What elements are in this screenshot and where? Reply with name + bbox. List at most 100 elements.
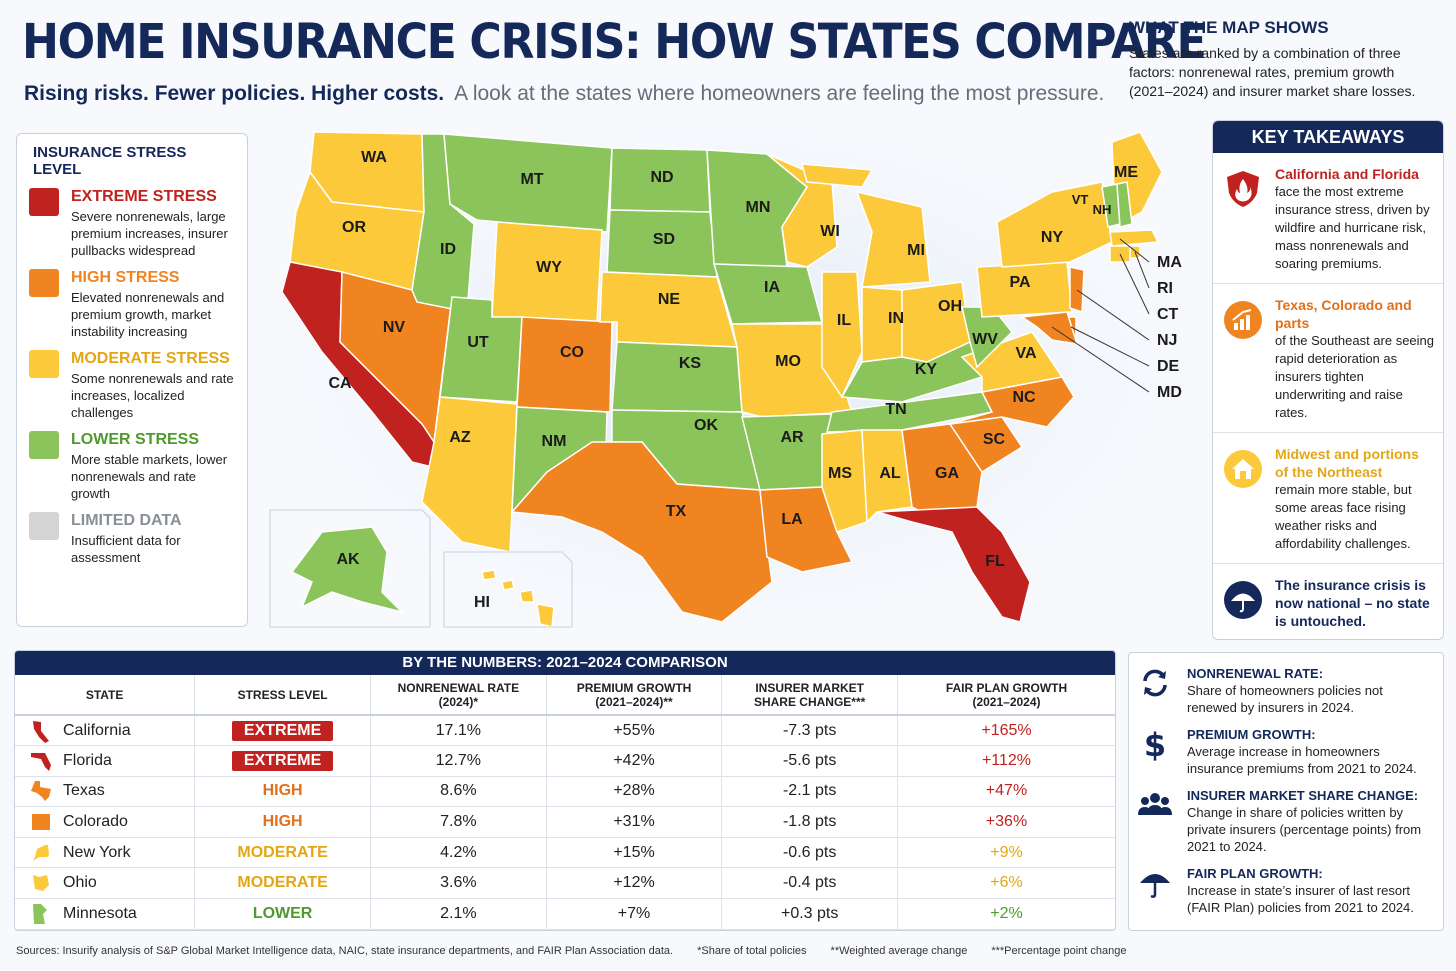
state-hi bbox=[481, 569, 555, 628]
legend-swatch bbox=[29, 188, 59, 216]
legend-desc: Elevated nonrenewals and premium growth,… bbox=[71, 290, 225, 339]
definition-text: Change in share of policies written by p… bbox=[1187, 805, 1422, 854]
house-icon bbox=[1223, 449, 1263, 489]
stress-badge: LOWER bbox=[252, 904, 313, 922]
legend-desc: Insufficient data for assessment bbox=[71, 533, 181, 565]
state-label-mo: MO bbox=[775, 353, 801, 370]
stress-badge: HIGH bbox=[262, 813, 303, 831]
callout-line-ct bbox=[1119, 253, 1150, 315]
nonrenewal-cell: 17.1% bbox=[370, 715, 547, 747]
takeaway-item: California and Florida face the most extr… bbox=[1213, 153, 1443, 284]
legend-swatch bbox=[29, 269, 59, 297]
flame-shield-icon bbox=[1223, 169, 1263, 209]
legend-item-extreme: EXTREME STRESS Severe nonrenewals, large … bbox=[29, 188, 235, 259]
state-label-ks: KS bbox=[679, 355, 702, 372]
callout-line-ri bbox=[1134, 251, 1150, 289]
share-cell: -1.8 pts bbox=[721, 806, 898, 838]
table-row: California EXTREME 17.1% +55% -7.3 pts +165% bbox=[15, 715, 1115, 747]
state-label-or: OR bbox=[342, 219, 366, 236]
fair-plan-cell: +165% bbox=[897, 715, 1115, 747]
sources-footnote: Sources: Insurify analysis of S&P Global… bbox=[16, 945, 1127, 957]
takeaway-item: The insurance crisis is now national – n… bbox=[1213, 564, 1443, 639]
state-label-va: VA bbox=[1015, 345, 1036, 362]
footnote-2: **Weighted average change bbox=[830, 945, 968, 957]
state-label-ms: MS bbox=[828, 465, 852, 482]
state-name: Florida bbox=[63, 752, 112, 770]
state-name: California bbox=[63, 721, 131, 739]
table-row: Minnesota LOWER 2.1% +7% +0.3 pts +2% bbox=[15, 898, 1115, 930]
subtitle-bold: Rising risks. Fewer policies. Higher cos… bbox=[24, 82, 445, 105]
what-map-shows-text: States are ranked by a combination of th… bbox=[1129, 45, 1416, 99]
definition-title: FAIR PLAN GROWTH: bbox=[1187, 866, 1323, 881]
key-takeaways: KEY TAKEAWAYS California and Florida face… bbox=[1212, 120, 1444, 640]
takeaway-title: Midwest and portions of the Northeast bbox=[1275, 446, 1419, 480]
callout-label-md: MD bbox=[1157, 384, 1182, 401]
legend-item-high: HIGH STRESS Elevated nonrenewals and prem… bbox=[29, 269, 235, 340]
state-label-mi: MI bbox=[907, 242, 925, 259]
state-label-hi: HI bbox=[474, 594, 490, 611]
state-tn bbox=[826, 391, 994, 433]
state-ma bbox=[1109, 229, 1160, 247]
table-row: Texas HIGH 8.6% +28% -2.1 pts +47% bbox=[15, 776, 1115, 808]
state-ks bbox=[611, 341, 743, 413]
state-al bbox=[861, 429, 913, 524]
nonrenewal-cell: 8.6% bbox=[370, 776, 547, 808]
state-label-wa: WA bbox=[361, 149, 387, 166]
state-label-al: AL bbox=[879, 465, 901, 482]
state-nh bbox=[1116, 181, 1133, 228]
fair-plan-cell: +36% bbox=[897, 806, 1115, 838]
state-tx bbox=[510, 441, 773, 623]
fair-plan-cell: +2% bbox=[897, 898, 1115, 930]
stress-legend: INSURANCE STRESS LEVEL EXTREME STRESS Sev… bbox=[16, 133, 248, 627]
state-shape-icon bbox=[32, 814, 50, 831]
takeaway-title: California and Florida bbox=[1275, 166, 1419, 182]
legend-title: EXTREME STRESS bbox=[71, 188, 217, 205]
state-label-ut: UT bbox=[467, 334, 489, 351]
legend-item-lower: LOWER STRESS More stable markets, lower n… bbox=[29, 431, 235, 502]
state-label-nv: NV bbox=[383, 319, 406, 336]
definition-text: Share of homeowners policies not renewed… bbox=[1187, 683, 1383, 715]
nonrenewal-cell: 4.2% bbox=[370, 837, 547, 869]
stress-badge: EXTREME bbox=[231, 720, 334, 741]
state-shape-icon bbox=[33, 903, 47, 924]
state-name: Minnesota bbox=[63, 905, 137, 923]
key-takeaways-heading: KEY TAKEAWAYS bbox=[1213, 121, 1443, 153]
state-ne bbox=[599, 271, 739, 348]
column-header: STRESS LEVEL bbox=[194, 675, 371, 716]
takeaway-text: face the most extreme insurance stress, … bbox=[1275, 184, 1430, 271]
rising-chart-icon bbox=[1223, 300, 1263, 340]
share-cell: -7.3 pts bbox=[721, 715, 898, 747]
stress-badge: EXTREME bbox=[231, 750, 334, 771]
takeaway-text: remain more stable, but some areas face … bbox=[1275, 482, 1412, 551]
state-ms bbox=[821, 429, 868, 533]
stress-badge: MODERATE bbox=[237, 874, 328, 892]
footnote-3: ***Percentage point change bbox=[991, 945, 1127, 957]
legend-desc: Severe nonrenewals, large premium increa… bbox=[71, 209, 228, 258]
callout-line-md bbox=[1051, 326, 1150, 393]
state-label-ok: OK bbox=[694, 417, 718, 434]
takeaway-text: of the Southeast are seeing rapid deteri… bbox=[1275, 333, 1435, 420]
hawaii-inset-frame bbox=[443, 551, 573, 628]
legend-title: HIGH STRESS bbox=[71, 269, 180, 286]
share-cell: -0.6 pts bbox=[721, 837, 898, 869]
state-label-me: ME bbox=[1114, 164, 1138, 181]
state-label-nm: NM bbox=[542, 433, 567, 450]
legend-title: LOWER STRESS bbox=[71, 431, 200, 448]
legend-swatch bbox=[29, 350, 59, 378]
state-label-tx: TX bbox=[666, 503, 687, 520]
state-label-il: IL bbox=[837, 312, 851, 329]
legend-swatch bbox=[29, 431, 59, 459]
definition-title: INSURER MARKET SHARE CHANGE: bbox=[1187, 788, 1419, 803]
state-label-vt: VT bbox=[1072, 192, 1089, 207]
state-ak bbox=[290, 526, 405, 614]
alaska-inset-frame bbox=[269, 509, 431, 628]
state-label-az: AZ bbox=[449, 429, 471, 446]
callout-label-ct: CT bbox=[1157, 306, 1179, 323]
legend-title: LIMITED DATA bbox=[71, 512, 182, 529]
premium-cell: +31% bbox=[546, 806, 723, 838]
state-shape-icon bbox=[31, 752, 51, 771]
state-shape-icon bbox=[33, 844, 49, 861]
state-label-ga: GA bbox=[935, 465, 959, 482]
us-map: WA OR CA NV ID MT WY UT CO AZ NM ND SD NE KS OK TX MN IA MO… bbox=[262, 112, 1202, 642]
